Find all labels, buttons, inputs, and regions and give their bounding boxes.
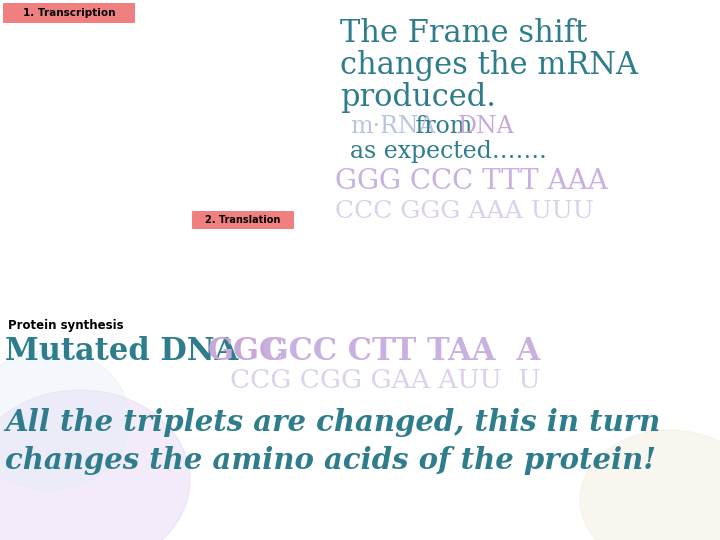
Text: All the triplets are changed, this in turn: All the triplets are changed, this in tu… (5, 408, 660, 437)
Text: changes the mRNA: changes the mRNA (340, 50, 638, 81)
Text: CCC GGG AAA UUU: CCC GGG AAA UUU (335, 200, 594, 223)
FancyBboxPatch shape (192, 211, 294, 229)
Text: GCC CTT TAA  A: GCC CTT TAA A (252, 336, 540, 367)
Text: 2. Translation: 2. Translation (205, 215, 281, 225)
Text: Mutated DNA: Mutated DNA (5, 336, 249, 367)
Text: 1. Transcription: 1. Transcription (23, 8, 115, 18)
Text: changes the amino acids of the protein!: changes the amino acids of the protein! (5, 446, 656, 475)
Text: GGC: GGC (208, 336, 284, 367)
Text: DNA: DNA (458, 115, 515, 138)
Ellipse shape (580, 430, 720, 540)
FancyBboxPatch shape (3, 3, 135, 23)
Text: from: from (408, 115, 480, 138)
Text: GGG CCC TTT AAA: GGG CCC TTT AAA (335, 168, 608, 195)
Ellipse shape (0, 350, 130, 490)
Text: CCG CGG GAA AUU  U: CCG CGG GAA AUU U (230, 368, 541, 393)
Text: The Frame shift: The Frame shift (340, 18, 588, 49)
Text: m·RNA: m·RNA (350, 115, 436, 138)
Text: produced.: produced. (340, 82, 496, 113)
Text: as expected…….: as expected……. (350, 140, 546, 163)
Text: Protein synthesis: Protein synthesis (8, 320, 124, 333)
Ellipse shape (0, 390, 190, 540)
